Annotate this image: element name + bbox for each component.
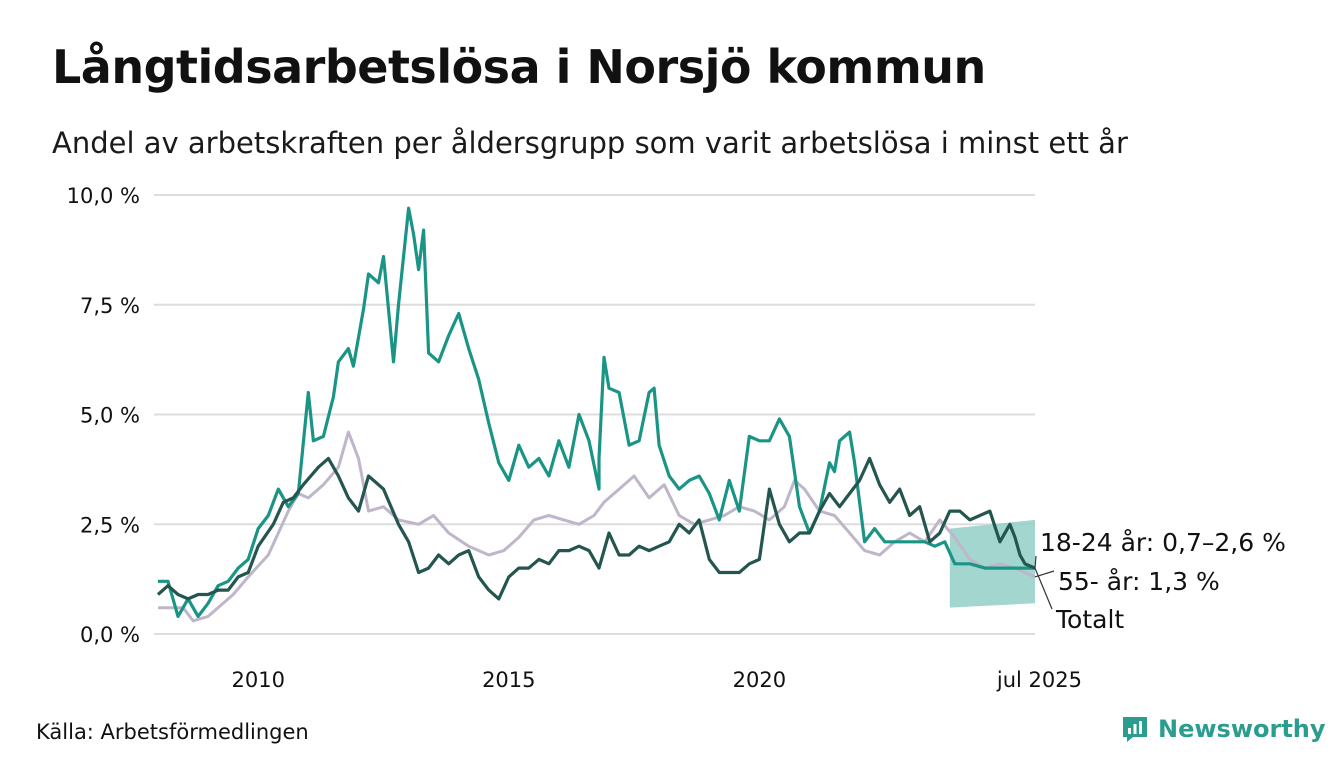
end-label-total: Totalt xyxy=(1055,605,1124,634)
brand-logo: Newsworthy xyxy=(1120,714,1326,744)
label-leader-total xyxy=(1034,567,1053,610)
chart-subtitle: Andel av arbetskraften per åldersgrupp s… xyxy=(52,126,1128,160)
label-leader-youth xyxy=(1034,555,1037,569)
series-line-older xyxy=(158,430,1036,623)
y-tick-label: 7,5 % xyxy=(80,294,140,318)
brand-name: Newsworthy xyxy=(1158,715,1326,743)
chart-title: Långtidsarbetslösa i Norsjö kommun xyxy=(52,40,986,94)
series-line-total xyxy=(156,456,1036,601)
end-label-youth: 18-24 år: 0,7–2,6 % xyxy=(1040,528,1286,557)
x-tick-label: 2020 xyxy=(733,668,786,692)
source-note: Källa: Arbetsförmedlingen xyxy=(36,720,309,744)
newsworthy-logo-icon xyxy=(1123,717,1147,742)
uncertainty-band-18-24 xyxy=(949,519,1035,608)
x-tick-label: 2010 xyxy=(232,668,285,692)
end-label-older: 55- år: 1,3 % xyxy=(1058,567,1220,596)
y-tick-label: 0,0 % xyxy=(80,623,140,647)
series-line-youth xyxy=(158,206,1035,618)
y-tick-label: 10,0 % xyxy=(67,184,140,208)
y-tick-label: 2,5 % xyxy=(80,513,140,537)
x-tick-label: 2015 xyxy=(482,668,535,692)
x-tick-label: jul 2025 xyxy=(996,668,1082,692)
y-tick-label: 5,0 % xyxy=(80,404,140,428)
